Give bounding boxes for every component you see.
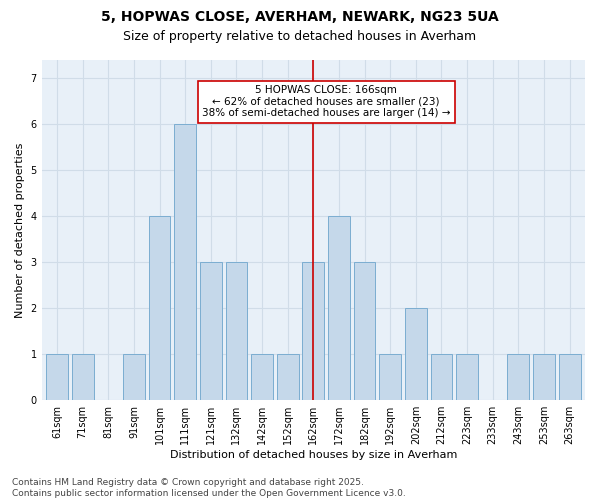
Y-axis label: Number of detached properties: Number of detached properties	[15, 142, 25, 318]
Bar	[174, 124, 196, 400]
Bar	[328, 216, 350, 400]
Bar	[431, 354, 452, 400]
Text: 5, HOPWAS CLOSE, AVERHAM, NEWARK, NG23 5UA: 5, HOPWAS CLOSE, AVERHAM, NEWARK, NG23 5…	[101, 10, 499, 24]
Bar	[226, 262, 247, 400]
Bar	[405, 308, 427, 400]
Text: 5 HOPWAS CLOSE: 166sqm
← 62% of detached houses are smaller (23)
38% of semi-det: 5 HOPWAS CLOSE: 166sqm ← 62% of detached…	[202, 86, 451, 118]
X-axis label: Distribution of detached houses by size in Averham: Distribution of detached houses by size …	[170, 450, 457, 460]
Bar	[302, 262, 324, 400]
Bar	[508, 354, 529, 400]
Text: Contains HM Land Registry data © Crown copyright and database right 2025.
Contai: Contains HM Land Registry data © Crown c…	[12, 478, 406, 498]
Bar	[353, 262, 376, 400]
Bar	[200, 262, 222, 400]
Text: Size of property relative to detached houses in Averham: Size of property relative to detached ho…	[124, 30, 476, 43]
Bar	[559, 354, 581, 400]
Bar	[123, 354, 145, 400]
Bar	[277, 354, 299, 400]
Bar	[533, 354, 555, 400]
Bar	[46, 354, 68, 400]
Bar	[456, 354, 478, 400]
Bar	[149, 216, 170, 400]
Bar	[251, 354, 273, 400]
Bar	[72, 354, 94, 400]
Bar	[379, 354, 401, 400]
